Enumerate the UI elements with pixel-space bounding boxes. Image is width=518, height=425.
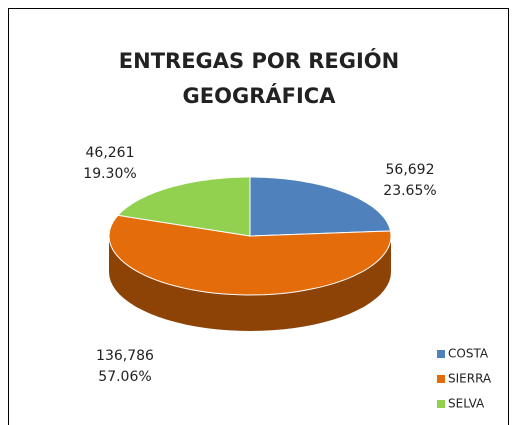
slice bbox=[249, 176, 392, 237]
data-label-percent: 57.06% bbox=[98, 369, 151, 385]
slice-side bbox=[109, 236, 391, 331]
data-label-value: 56,692 bbox=[386, 162, 435, 178]
legend-label: SIERRA bbox=[448, 372, 492, 386]
slice bbox=[108, 214, 392, 296]
chart-title: ENTREGAS POR REGIÓN GEOGRÁFICA bbox=[119, 48, 399, 108]
data-label-percent: 23.65% bbox=[383, 183, 436, 199]
data-label-value: 46,261 bbox=[86, 145, 135, 161]
chart-title-text: ENTREGAS POR REGIÓN GEOGRÁFICA bbox=[119, 48, 399, 108]
legend-label: SELVA bbox=[448, 397, 485, 411]
legend-swatch bbox=[437, 375, 445, 383]
data-label-value: 136,786 bbox=[96, 348, 154, 364]
legend-swatch bbox=[437, 350, 445, 358]
data-label-percent: 19.30% bbox=[83, 166, 136, 182]
legend-swatch bbox=[437, 400, 445, 408]
legend-label: COSTA bbox=[448, 347, 489, 361]
slice bbox=[117, 176, 251, 237]
